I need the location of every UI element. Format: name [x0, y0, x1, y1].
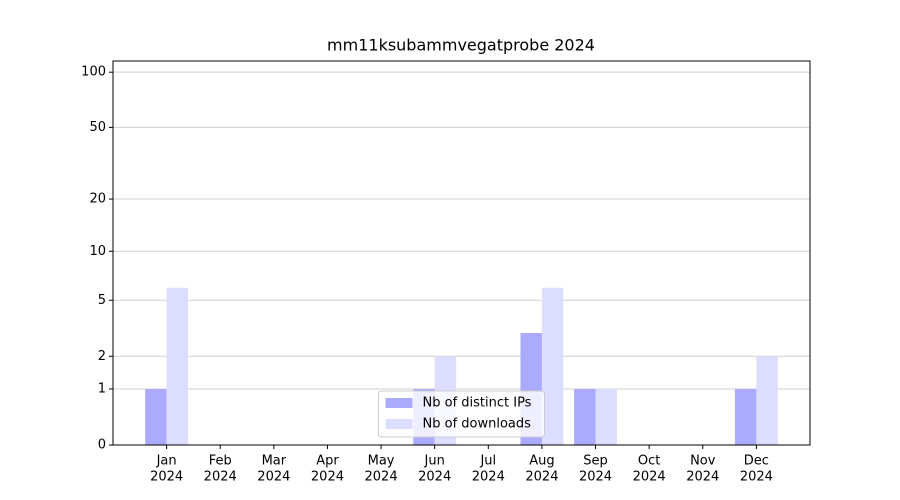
x-tick-label: Oct: [638, 454, 660, 469]
legend-label: Nb of distinct IPs: [423, 396, 532, 411]
chart-title: mm11ksubammvegatprobe 2024: [327, 36, 595, 55]
bar: [145, 389, 167, 445]
x-tick-label: 2024: [472, 470, 505, 485]
y-tick-label: 20: [89, 192, 106, 207]
x-tick-label: Jul: [479, 454, 496, 469]
x-tick-label: Dec: [744, 454, 769, 469]
x-tick-label: Nov: [690, 454, 716, 469]
x-tick-label: Mar: [262, 454, 287, 469]
y-tick-label: 1: [98, 382, 106, 397]
bar: [166, 287, 189, 445]
x-tick-label: May: [368, 454, 395, 469]
x-tick-label: 2024: [525, 470, 558, 485]
x-tick-label: 2024: [204, 470, 237, 485]
x-tick-label: Jan: [156, 454, 177, 469]
bar: [734, 389, 757, 445]
x-tick-label: Feb: [209, 454, 232, 469]
legend-label: Nb of downloads: [423, 417, 532, 432]
x-tick-label: Jun: [424, 454, 445, 469]
x-tick-label: 2024: [686, 470, 719, 485]
bar: [756, 356, 778, 445]
y-tick-label: 0: [98, 438, 106, 453]
bar: [595, 389, 617, 445]
y-tick-label: 2: [98, 349, 106, 364]
legend-swatch: [385, 419, 413, 429]
y-tick-label: 100: [81, 65, 106, 80]
x-tick-label: 2024: [740, 470, 773, 485]
x-tick-label: 2024: [311, 470, 344, 485]
bar: [574, 389, 596, 445]
x-tick-label: 2024: [257, 470, 290, 485]
y-tick-label: 5: [98, 293, 106, 308]
y-tick-label: 10: [89, 244, 106, 259]
bar: [541, 287, 564, 445]
x-tick-label: Aug: [529, 454, 554, 469]
x-tick-label: 2024: [365, 470, 398, 485]
legend-box: [378, 390, 545, 438]
axes-frame: [112, 60, 811, 446]
x-tick-label: Apr: [316, 454, 339, 469]
x-tick-label: 2024: [418, 470, 451, 485]
legend-swatch: [385, 398, 413, 408]
x-tick-label: 2024: [150, 470, 183, 485]
y-tick-label: 50: [89, 120, 106, 135]
x-tick-label: Sep: [583, 454, 608, 469]
legend: Nb of distinct IPs Nb of downloads: [378, 390, 545, 438]
x-tick-label: 2024: [633, 470, 666, 485]
x-tick-label: 2024: [579, 470, 612, 485]
